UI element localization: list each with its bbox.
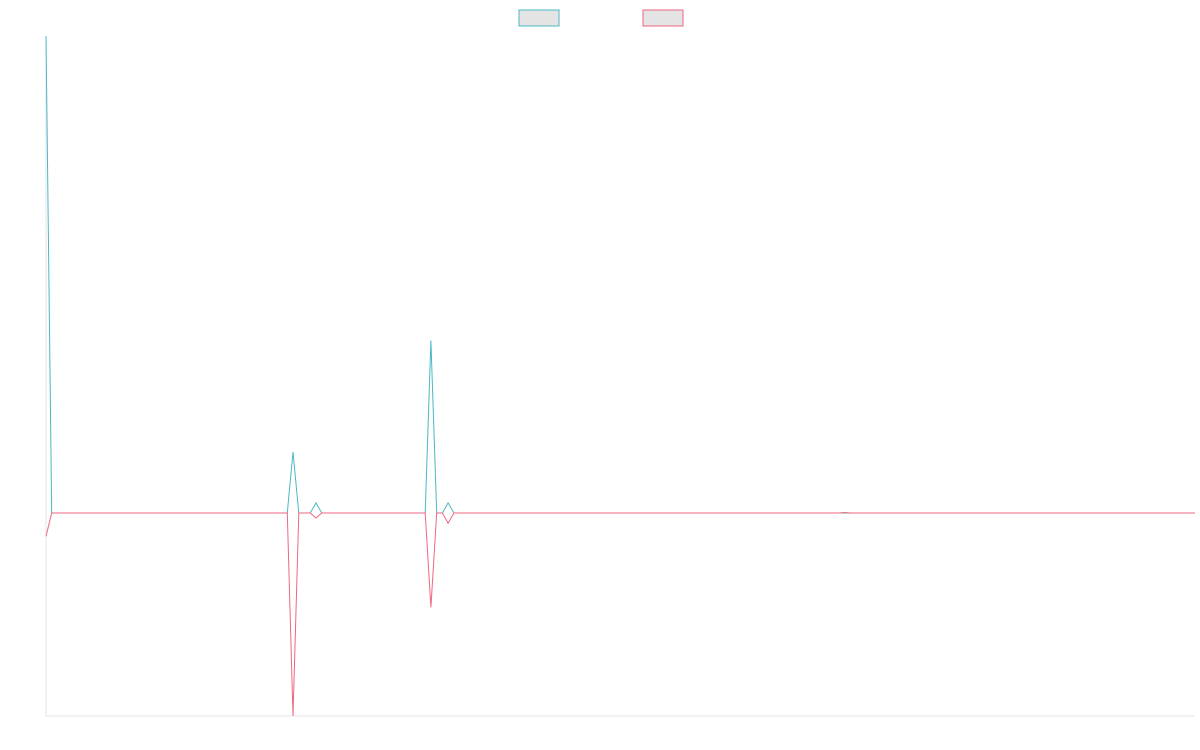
series-layer	[45, 35, 1195, 717]
series-line-2	[45, 511, 1195, 717]
legend[interactable]	[518, 9, 684, 27]
series-line-1	[45, 35, 1195, 514]
axes	[45, 36, 1195, 717]
legend-swatch-2[interactable]	[642, 9, 684, 27]
legend-swatch-1[interactable]	[518, 9, 560, 27]
